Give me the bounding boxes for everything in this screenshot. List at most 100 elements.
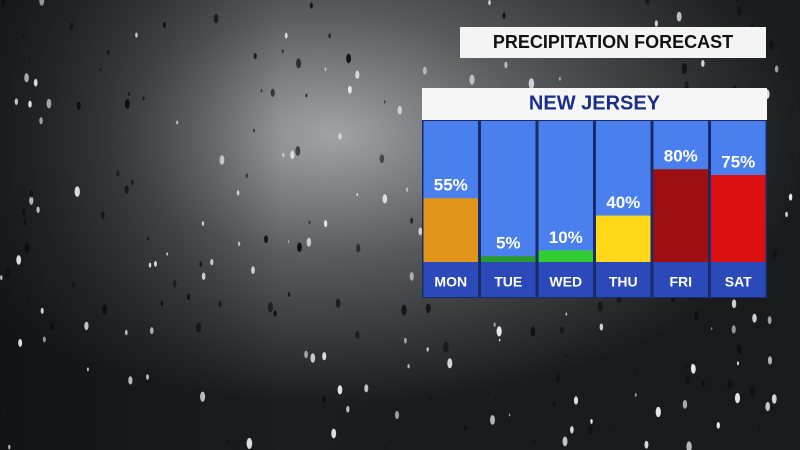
raindrop — [635, 371, 638, 375]
raindrop — [645, 0, 650, 5]
raindrop — [153, 260, 157, 267]
raindrop — [295, 146, 301, 156]
raindrop — [16, 255, 22, 265]
raindrop — [46, 98, 52, 109]
raindrop — [324, 67, 327, 71]
raindrop — [335, 298, 341, 308]
raindrop — [685, 375, 690, 384]
raindrop — [231, 446, 234, 450]
raindrop — [429, 397, 432, 402]
raindrop — [355, 330, 360, 339]
column-background — [538, 121, 593, 262]
raindrop — [502, 12, 506, 19]
raindrop — [765, 401, 771, 412]
raindrop — [21, 207, 26, 216]
raindrop — [308, 220, 311, 225]
raindrop — [322, 395, 326, 403]
raindrop — [328, 33, 331, 39]
raindrop — [124, 185, 129, 194]
day-band — [423, 262, 478, 297]
raindrop — [50, 322, 55, 332]
raindrop — [530, 326, 536, 337]
raindrop — [425, 303, 431, 314]
value-label: 40% — [606, 193, 640, 212]
raindrop — [553, 401, 556, 407]
value-label: 75% — [721, 152, 755, 171]
raindrop — [774, 65, 779, 73]
raindrop — [218, 300, 222, 308]
raindrop — [201, 272, 206, 281]
raindrop — [305, 93, 308, 98]
raindrop — [405, 187, 409, 192]
raindrop — [694, 311, 699, 321]
raindrop — [76, 101, 81, 110]
raindrop — [290, 150, 295, 160]
raindrop — [716, 422, 720, 429]
raindrop — [496, 326, 502, 337]
raindrop — [146, 374, 149, 380]
raindrop — [346, 405, 350, 413]
raindrop — [237, 241, 241, 247]
value-label: 5% — [496, 234, 521, 253]
raindrop — [767, 316, 772, 325]
raindrop — [22, 35, 25, 39]
value-label: 55% — [434, 176, 468, 195]
day-label: SAT — [725, 274, 752, 290]
raindrop — [469, 74, 475, 85]
chart-header — [422, 88, 767, 120]
raindrop — [26, 297, 29, 301]
raindrop — [409, 272, 414, 281]
day-band — [596, 262, 651, 297]
raindrop — [558, 76, 561, 81]
raindrop — [407, 364, 410, 369]
raindrop — [691, 363, 694, 369]
raindrop — [200, 391, 206, 402]
raindrop — [284, 32, 288, 39]
raindrop — [654, 20, 658, 27]
raindrop — [186, 293, 191, 301]
raindrop — [731, 325, 736, 334]
raindrop — [422, 66, 427, 75]
raindrop — [253, 52, 257, 60]
raindrop — [655, 406, 661, 418]
raindrop — [282, 152, 285, 158]
raindrop — [582, 393, 585, 397]
raindrop — [297, 242, 302, 253]
raindrop — [410, 217, 414, 224]
raindrop — [403, 337, 407, 344]
raindrop — [323, 220, 328, 228]
raindrop — [226, 439, 229, 445]
raindrop — [383, 445, 386, 449]
raindrop — [788, 193, 793, 201]
bar-chart: 55% MON 5% TUE 10% WED 40% THU 80% FRI 75% SAT — [423, 121, 766, 297]
raindrop — [644, 440, 649, 449]
day-band — [711, 262, 766, 297]
raindrop — [213, 13, 219, 24]
raindrop — [488, 0, 491, 6]
raindrop — [201, 221, 205, 226]
raindrop — [493, 322, 496, 327]
raindrop — [4, 266, 11, 278]
raindrop — [0, 275, 3, 280]
raindrop — [347, 85, 352, 94]
raindrop — [246, 437, 253, 450]
raindrop — [135, 32, 138, 38]
raindrop — [752, 313, 757, 323]
raindrop — [199, 261, 203, 267]
raindrop — [162, 21, 166, 29]
raindrop — [128, 92, 131, 96]
raindrop — [426, 347, 429, 352]
raindrop — [0, 411, 2, 417]
raindrop — [684, 363, 688, 369]
raindrop — [504, 61, 508, 69]
chart-title: NEW JERSEY — [529, 92, 661, 114]
headline: PRECIPITATION FORECAST — [493, 32, 733, 52]
raindrop — [338, 133, 342, 140]
raindrop — [40, 307, 44, 314]
raindrop — [21, 376, 24, 381]
raindrop — [264, 235, 269, 244]
raindrop — [116, 170, 120, 177]
raindrop — [682, 399, 688, 409]
raindrop — [172, 279, 177, 288]
